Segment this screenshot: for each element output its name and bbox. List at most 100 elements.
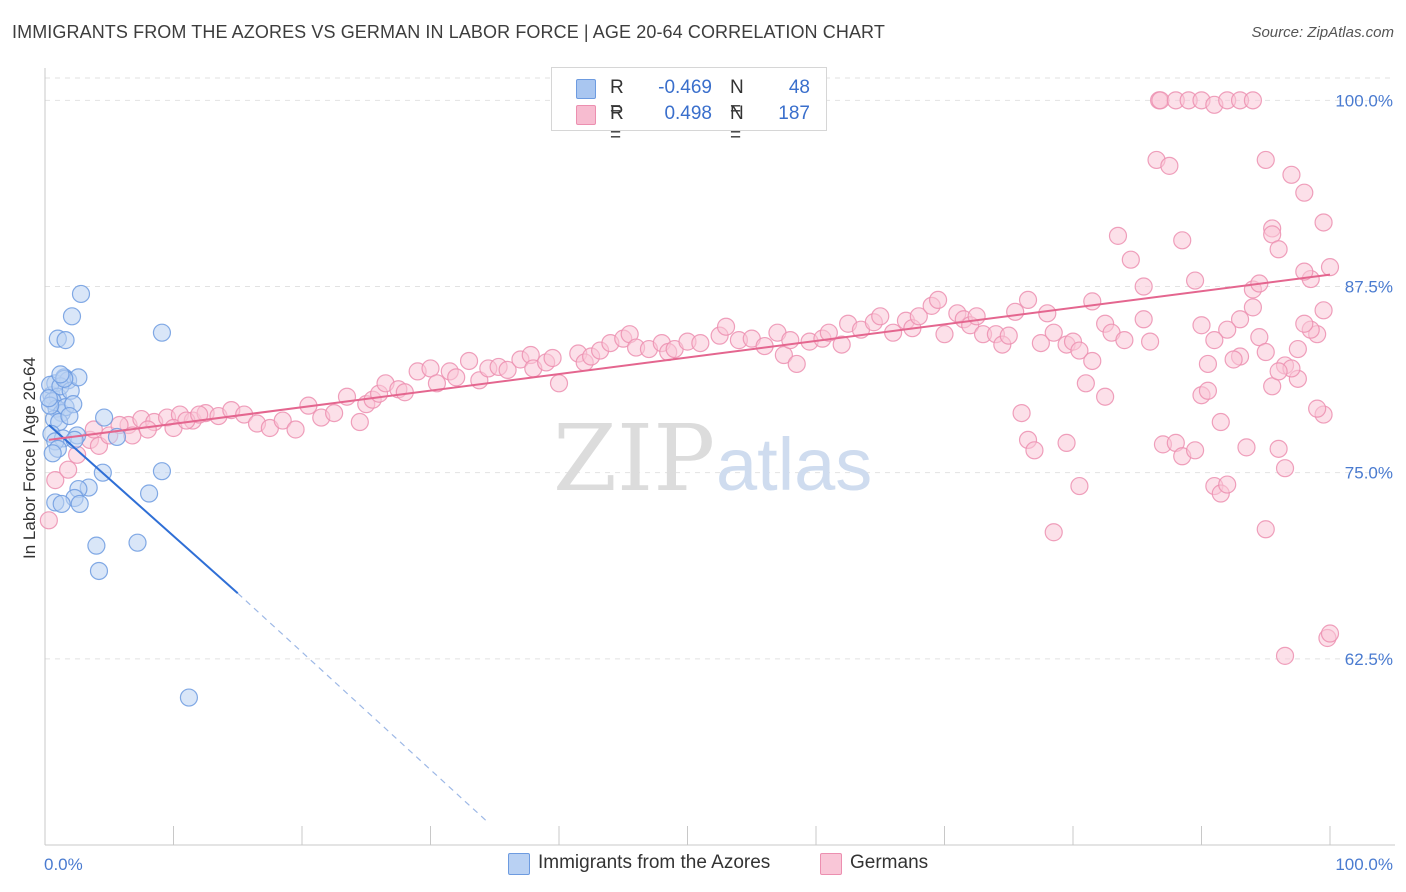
azores-point xyxy=(95,408,114,427)
germans-point xyxy=(1044,323,1063,342)
germans-point xyxy=(1269,439,1288,458)
germans-point xyxy=(273,411,292,430)
germans-point xyxy=(1115,331,1134,350)
germans-point xyxy=(1025,441,1044,460)
germans-point xyxy=(871,307,890,326)
germans-point xyxy=(1198,354,1218,374)
germans-point xyxy=(1256,150,1275,170)
germans-point xyxy=(59,460,78,479)
germans-point xyxy=(1083,351,1102,371)
bottom-legend-label-azores: Immigrants from the Azores xyxy=(538,852,771,873)
germans-point xyxy=(427,374,447,393)
legend-r-label: R = xyxy=(610,77,624,120)
germans-point xyxy=(286,420,305,439)
bottom-legend-swatch-germans xyxy=(820,853,842,875)
azores-point xyxy=(71,284,91,304)
trend-lines xyxy=(48,273,1331,824)
germans-point xyxy=(1044,523,1063,542)
germans-point xyxy=(716,317,736,336)
legend-swatch-germans xyxy=(576,105,596,125)
germans-point xyxy=(1151,91,1170,110)
azores-point xyxy=(89,561,109,581)
germans-point xyxy=(1012,403,1031,423)
germans-point xyxy=(1198,381,1218,400)
germans-point xyxy=(1218,475,1237,494)
azores-points xyxy=(39,284,199,707)
legend-r-value: -0.469 xyxy=(658,77,712,98)
germans-point xyxy=(691,333,710,353)
germans-point xyxy=(1057,433,1076,452)
germans-point xyxy=(1243,298,1263,317)
germans-point xyxy=(138,420,157,439)
legend-r-label: R = xyxy=(610,103,624,146)
legend-swatch-azores xyxy=(576,79,596,99)
germans-point xyxy=(1185,441,1205,460)
azores-point xyxy=(51,365,70,384)
azores-point xyxy=(39,389,58,408)
bottom-legend-label-germans: Germans xyxy=(850,852,929,873)
azores-point xyxy=(107,427,127,447)
germans-point xyxy=(1314,301,1333,320)
germans-point xyxy=(1006,302,1025,321)
azores-point xyxy=(152,323,172,342)
germans-point xyxy=(1256,520,1275,539)
germans-point xyxy=(1205,331,1224,350)
germans-point xyxy=(1192,316,1211,335)
azores-point xyxy=(152,462,172,481)
y-tick-label: 75.0% xyxy=(1345,464,1393,483)
germans-point xyxy=(909,307,928,326)
germans-trend-line xyxy=(48,273,1331,441)
germans-point xyxy=(350,412,369,432)
germans-point xyxy=(1160,156,1179,175)
germans-point xyxy=(1308,399,1327,418)
legend-n-value: 187 xyxy=(778,103,810,124)
germans-point xyxy=(1070,341,1089,360)
germans-point xyxy=(1295,314,1314,333)
tick-labels: 62.5% 75.0% 87.5% 100.0% 0.0% 100.0% xyxy=(44,91,1393,874)
germans-point xyxy=(1237,438,1256,457)
germans-point xyxy=(498,360,517,380)
germans-point xyxy=(999,326,1018,345)
germans-point xyxy=(1134,310,1153,329)
legend-n-label: N = xyxy=(730,77,744,120)
germans-point xyxy=(1108,226,1128,245)
germans-point xyxy=(39,511,58,530)
germans-point xyxy=(1275,459,1295,478)
germans-point xyxy=(447,368,466,387)
azores-point xyxy=(56,331,75,350)
azores-point xyxy=(179,688,199,707)
germans-point xyxy=(1038,304,1057,323)
azores-point xyxy=(43,444,62,463)
azores-point xyxy=(70,494,89,514)
germans-point xyxy=(1134,277,1153,296)
chart-title: IMMIGRANTS FROM THE AZORES VS GERMAN IN … xyxy=(12,22,885,42)
watermark: ZIP atlas xyxy=(553,405,872,512)
germans-point xyxy=(935,325,954,344)
germans-point xyxy=(549,374,569,393)
legend-r-value: 0.498 xyxy=(664,103,712,124)
germans-point xyxy=(1121,250,1140,269)
germans-point xyxy=(928,290,948,310)
germans-point xyxy=(1295,262,1314,281)
legend-n-label: N = xyxy=(730,103,744,146)
correlation-legend: R = -0.469 N = 48 R = 0.498 N = 187 xyxy=(551,67,827,146)
azores-point xyxy=(65,430,84,450)
germans-point xyxy=(1224,350,1243,369)
azores-point xyxy=(87,536,106,555)
x-tick-label: 0.0% xyxy=(44,855,83,874)
germans-point xyxy=(1256,342,1275,362)
y-tick-label: 100.0% xyxy=(1335,91,1393,110)
germans-point xyxy=(1269,240,1288,259)
germans-point xyxy=(543,348,562,368)
germans-point xyxy=(1269,362,1288,381)
germans-point xyxy=(1288,339,1307,359)
source-label: Source: ZipAtlas.com xyxy=(1251,24,1394,41)
y-tick-label: 62.5% xyxy=(1345,650,1393,669)
germans-point xyxy=(1018,290,1038,310)
germans-point xyxy=(1320,624,1340,643)
germans-point xyxy=(819,323,838,342)
germans-point xyxy=(459,351,479,371)
germans-points xyxy=(39,91,1340,665)
azores-point xyxy=(62,307,82,326)
